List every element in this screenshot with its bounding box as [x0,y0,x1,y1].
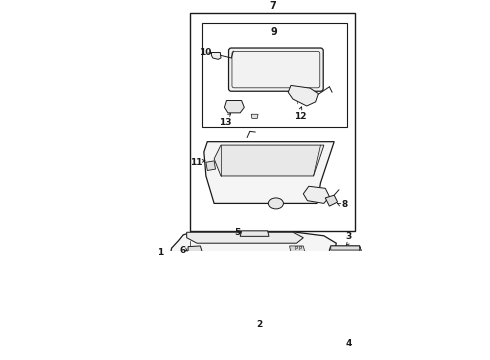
Text: 1: 1 [157,248,163,257]
Bar [190,13,355,231]
Text: 13: 13 [219,118,231,127]
Polygon shape [240,231,269,237]
Polygon shape [303,186,329,203]
Text: 2: 2 [256,320,263,329]
Polygon shape [293,255,306,261]
Bar [202,23,346,127]
Polygon shape [325,195,338,206]
Polygon shape [170,232,336,291]
Polygon shape [211,53,221,59]
Polygon shape [224,100,245,113]
Polygon shape [188,246,202,257]
Text: 9: 9 [271,27,277,37]
Text: 5: 5 [234,228,240,237]
Text: 10: 10 [199,48,211,57]
Polygon shape [204,142,334,203]
Polygon shape [206,161,216,171]
Polygon shape [329,246,361,284]
Text: 11: 11 [190,158,202,167]
Text: 8: 8 [341,200,347,209]
Polygon shape [329,293,372,333]
Text: P: P [299,246,302,251]
Polygon shape [331,246,361,250]
Polygon shape [214,145,324,176]
Polygon shape [251,114,258,118]
Text: 6: 6 [179,246,185,255]
Text: 7: 7 [269,1,276,11]
Text: 3: 3 [345,232,352,241]
Polygon shape [288,85,319,106]
Polygon shape [187,232,303,243]
Text: 12: 12 [294,112,306,121]
Polygon shape [355,246,361,284]
Polygon shape [247,301,280,315]
Polygon shape [290,246,305,253]
Text: 4: 4 [345,339,352,348]
Ellipse shape [269,198,283,209]
FancyBboxPatch shape [228,48,323,91]
Text: P: P [295,246,298,251]
